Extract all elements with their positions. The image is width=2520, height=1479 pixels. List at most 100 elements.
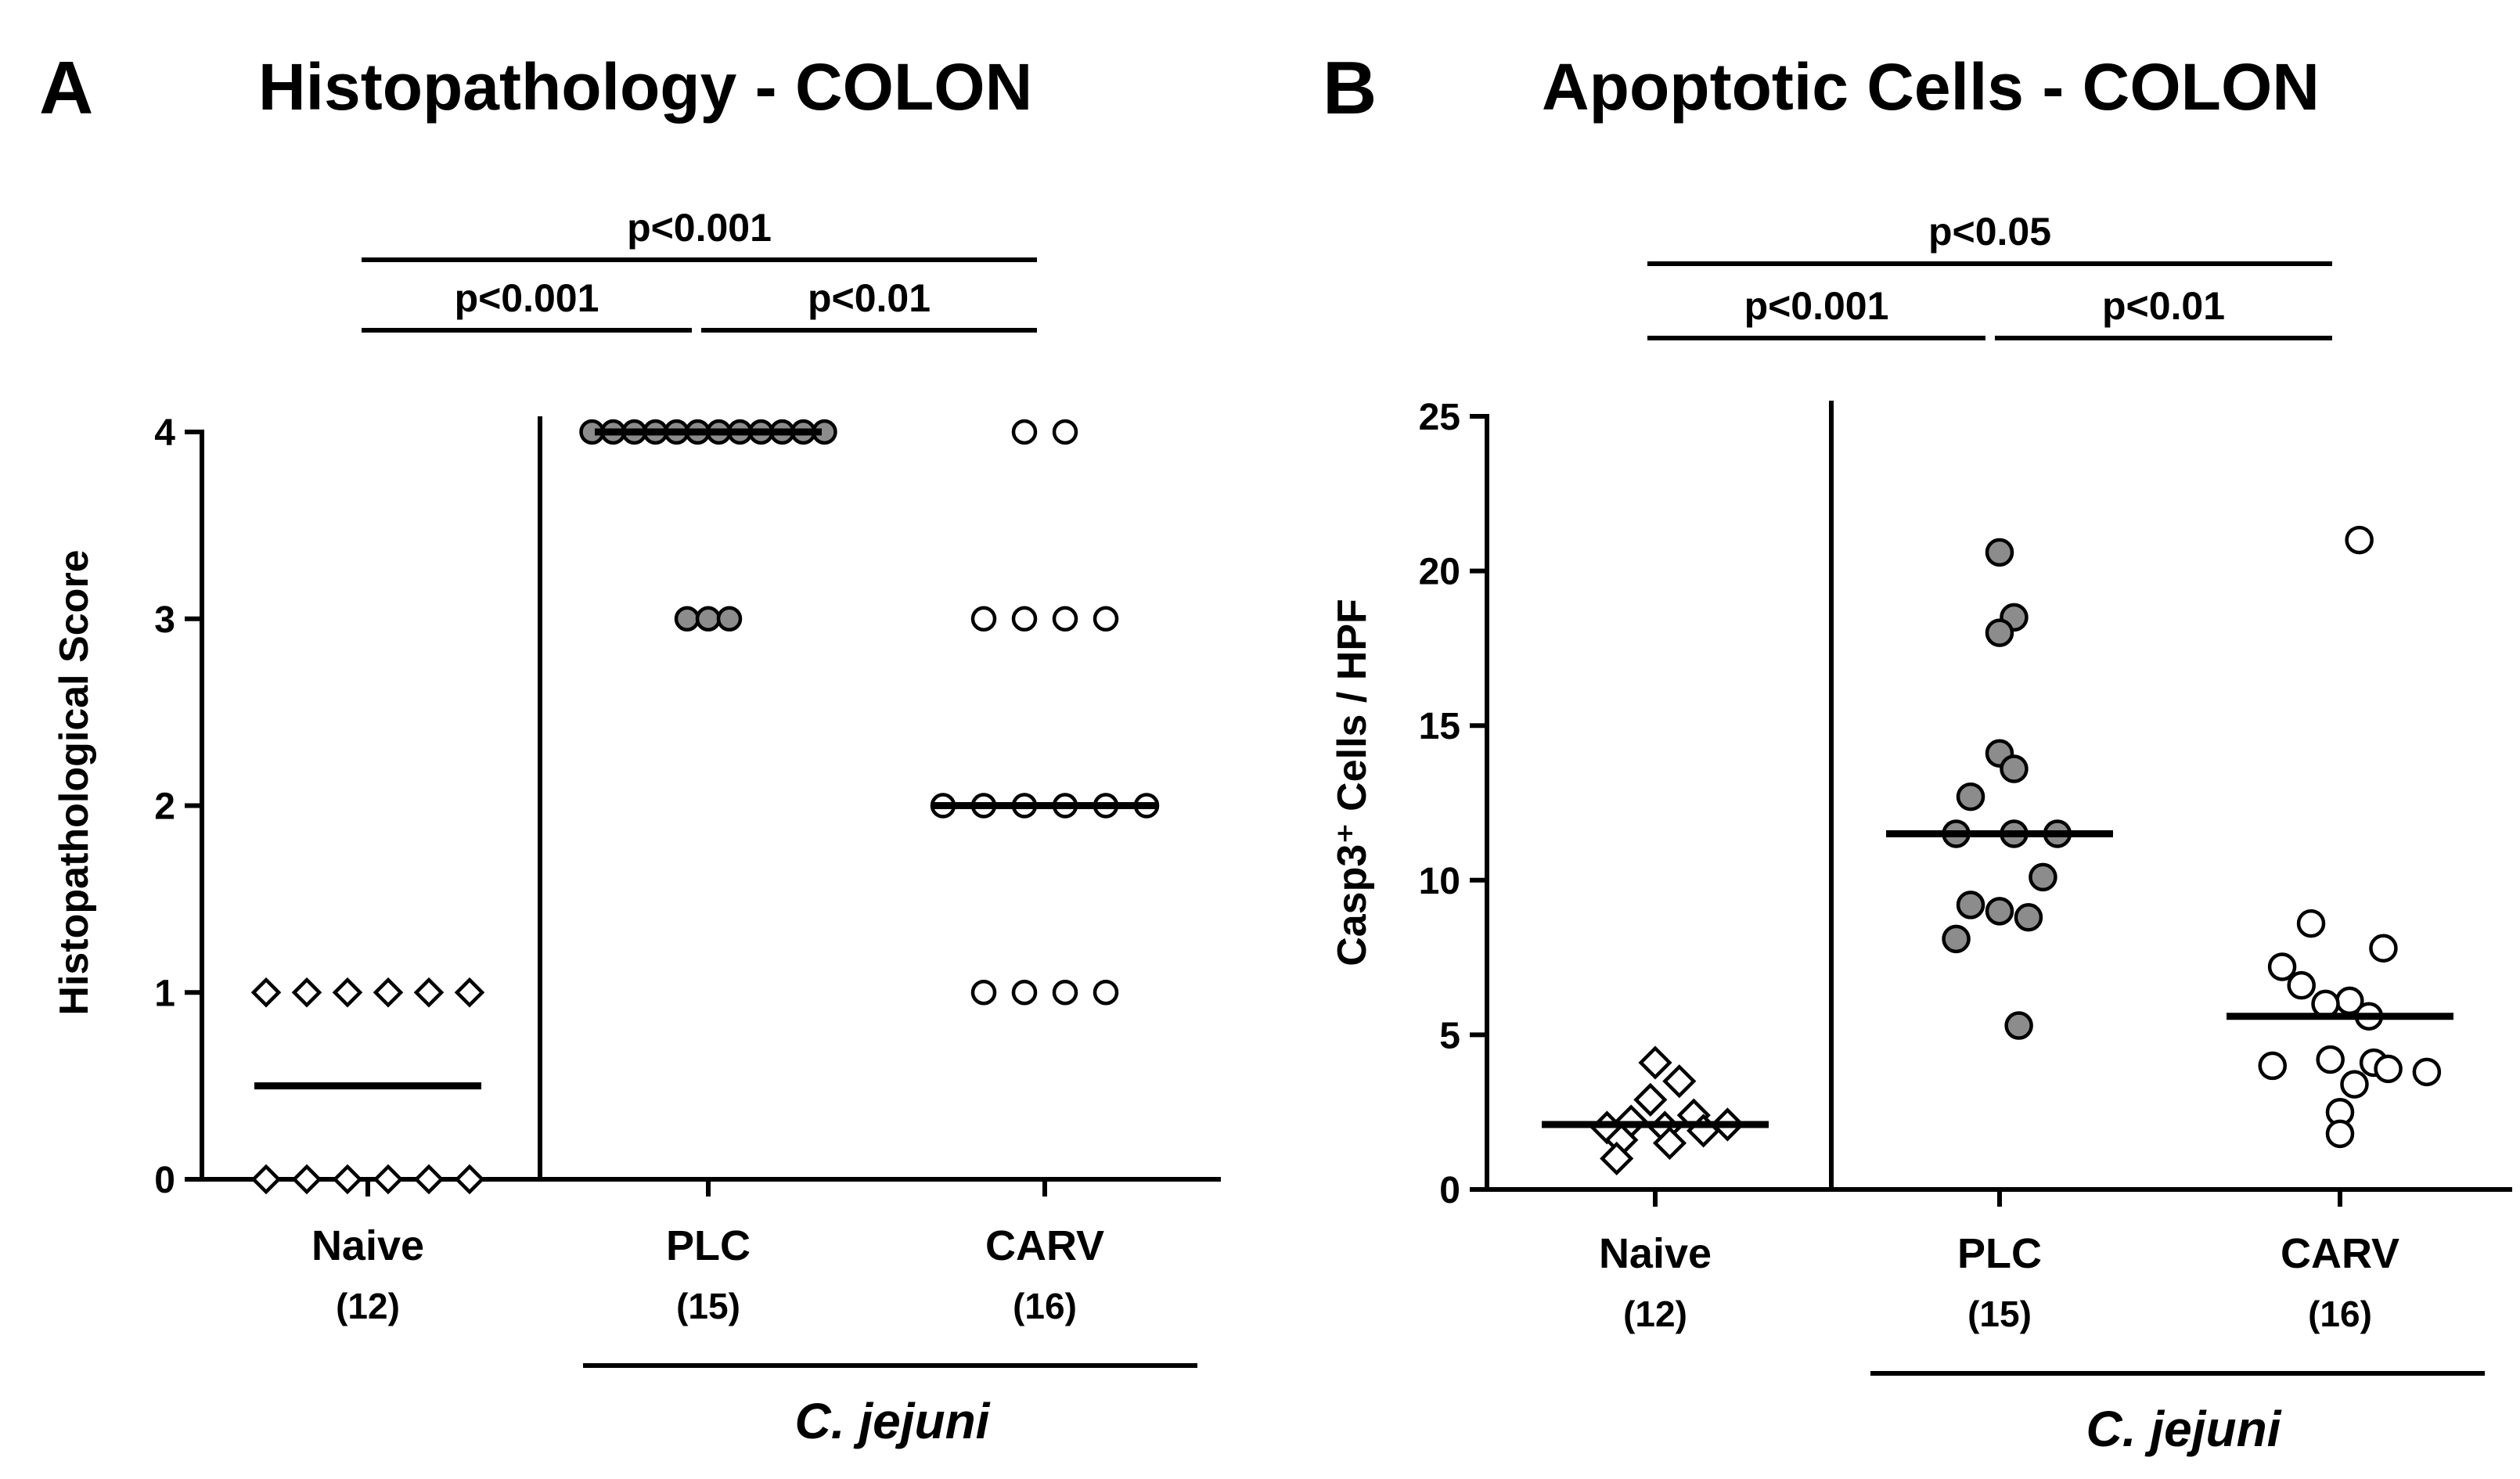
p-value-label: p<0.001 [1744,284,1889,328]
data-point [674,606,700,632]
panel-b-significance-brackets: p<0.05 p<0.001 p<0.01 [1647,210,2332,340]
panel-a-significance-brackets: p<0.001 p<0.001 p<0.01 [362,206,1037,333]
y-tick-label: 25 [1419,397,1460,438]
category-label: CARV [2281,1230,2399,1277]
data-point [1052,606,1078,632]
data-point [1093,980,1119,1006]
y-tick-label: 3 [154,599,175,641]
data-point [1011,419,1038,445]
data-point [454,1164,485,1195]
category-label: CARV [985,1222,1104,1269]
sample-size-label: (12) [1623,1294,1687,1334]
panel-b-title: Apoptotic Cells - COLON [1542,50,2320,124]
panel-b-median-lines [1542,830,2453,1128]
data-point [1985,897,2014,926]
y-tick-label: 5 [1439,1015,1460,1056]
panel-a-category-labels: Naive (12) PLC (15) CARV (16) [311,1222,1104,1326]
y-tick-label: 0 [1439,1170,1460,1211]
data-point [1052,419,1078,445]
data-point [1942,924,1971,954]
data-point [332,1164,363,1195]
data-point [970,980,997,1006]
data-point [291,977,322,1008]
p-value-label: p<0.01 [2102,284,2225,328]
data-point [1652,1126,1687,1161]
panel-b-data-points [1589,525,2442,1176]
p-value-label: p<0.001 [455,276,599,320]
data-point [1093,606,1119,632]
data-point [2258,1051,2288,1081]
data-point [716,606,743,632]
data-point [2014,902,2043,932]
y-tick-label: 20 [1419,552,1460,593]
panel-a-median-lines [254,428,1158,1090]
data-point [1633,1082,1668,1117]
data-point [2316,1045,2345,1074]
data-point [2287,970,2316,1000]
data-point [1985,538,2014,567]
y-tick-label: 2 [154,786,175,828]
data-point [373,977,404,1008]
data-point [250,1164,282,1195]
panel-b-group-label: C. jejuni [2086,1401,2282,1457]
data-point [2004,1011,2033,1040]
data-point [2267,952,2297,981]
panel-b: B Apoptotic Cells - COLON Casp3⁺ Cells /… [1323,46,2512,1457]
data-point [2412,1057,2442,1087]
panel-b-letter: B [1323,46,1377,130]
p-value-label: p<0.001 [627,206,772,250]
data-point [2311,989,2340,1019]
data-point [1011,980,1038,1006]
data-point [250,977,282,1008]
panel-a-title: Histopathology - COLON [258,50,1032,124]
data-point [413,977,445,1008]
panel-b-axes: 0 5 10 15 20 25 [1419,397,2512,1211]
data-point [2296,909,2326,938]
data-point [1600,1141,1634,1176]
data-point [332,977,363,1008]
p-value-label: p<0.05 [1928,210,2051,254]
data-point [2374,1054,2403,1084]
panel-a: A Histopathology - COLON Histopathologic… [39,46,1221,1449]
data-point [413,1164,445,1195]
data-point [695,606,722,632]
y-tick-label: 4 [154,412,175,454]
category-label: PLC [666,1222,751,1269]
category-label: Naive [311,1222,424,1269]
panel-b-y-axis-label: Casp3⁺ Cells / HPF [1330,599,1375,966]
data-point [1011,606,1038,632]
data-point [291,1164,322,1195]
panel-a-y-axis-label: Histopathological Score [52,549,97,1015]
y-tick-label: 10 [1419,861,1460,902]
sample-size-label: (15) [1967,1294,2032,1334]
sample-size-label: (12) [336,1286,400,1326]
data-point [2325,1119,2355,1149]
data-point [2000,754,2029,783]
data-point [1985,618,2014,647]
data-point [1956,891,1985,919]
data-point [2369,934,2398,963]
panel-b-category-labels: Naive (12) PLC (15) CARV (16) [1599,1230,2399,1334]
data-point [970,606,997,632]
category-label: PLC [1957,1230,2042,1277]
panel-a-letter: A [39,46,93,130]
p-value-label: p<0.01 [808,276,931,320]
data-point [1052,980,1078,1006]
category-label: Naive [1599,1230,1712,1277]
y-tick-label: 1 [154,973,175,1014]
data-point [373,1164,404,1195]
sample-size-label: (15) [676,1286,740,1326]
data-point [1956,782,1985,811]
data-point [2345,525,2374,555]
sample-size-label: (16) [1013,1286,1077,1326]
panel-a-group-label: C. jejuni [795,1393,991,1449]
data-point [454,977,485,1008]
y-tick-label: 15 [1419,706,1460,747]
data-point [2340,1070,2369,1099]
data-point [1662,1064,1697,1099]
sample-size-label: (16) [2308,1294,2372,1334]
y-tick-label: 0 [154,1160,175,1201]
data-point [2029,862,2057,892]
data-point [1638,1045,1672,1080]
